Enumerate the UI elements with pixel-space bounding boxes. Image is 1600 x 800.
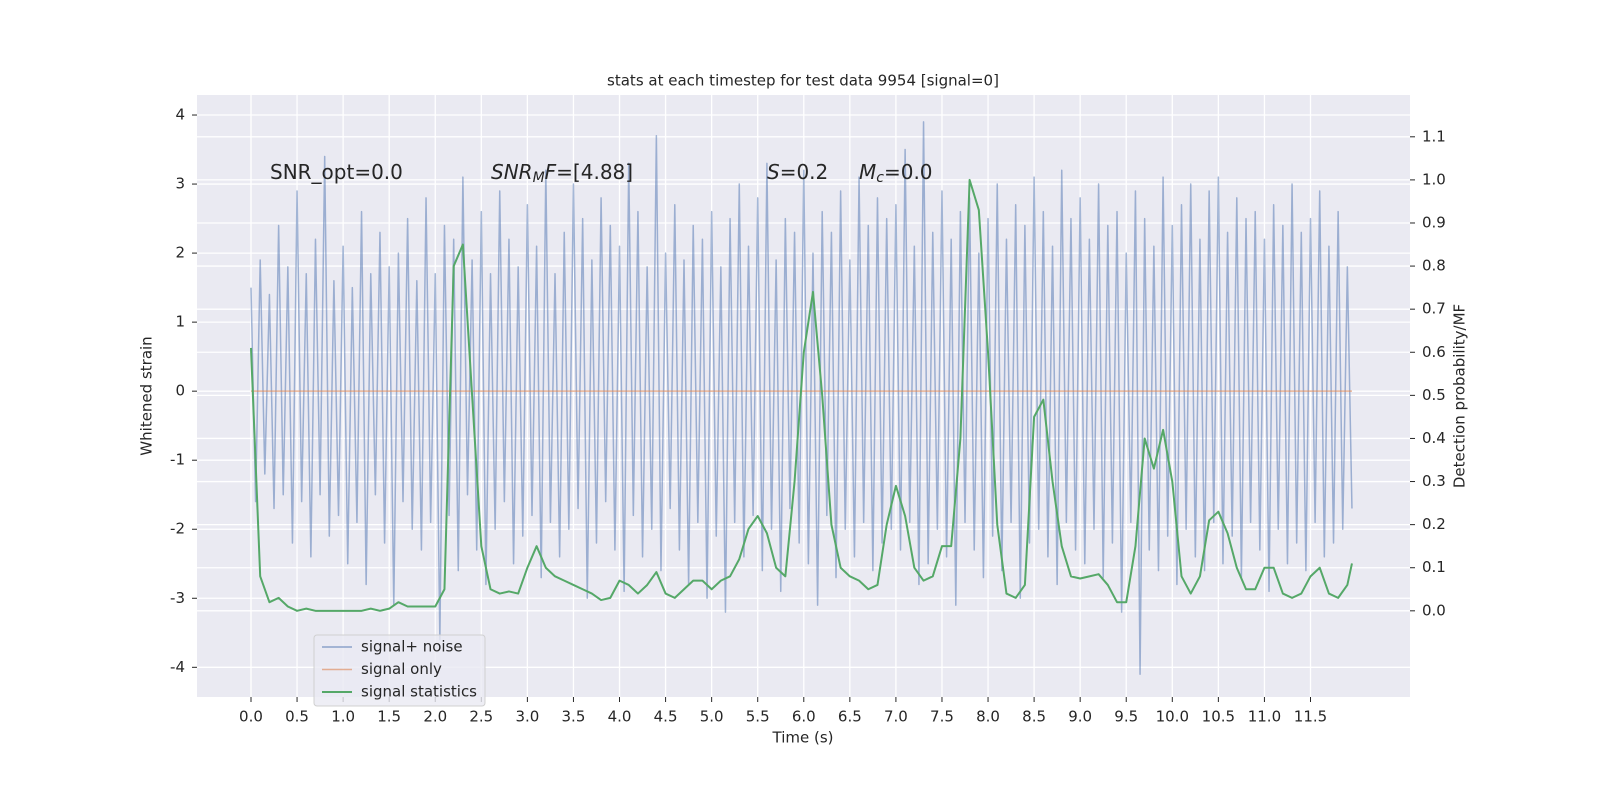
x-tick-label: 7.5 bbox=[930, 708, 954, 726]
x-tick-label: 11.0 bbox=[1248, 708, 1281, 726]
x-tick-label: 0.0 bbox=[239, 708, 263, 726]
annotation: SNR_opt=0.0 bbox=[270, 160, 403, 184]
annotation-part: c bbox=[876, 170, 884, 186]
x-tick-label: 10.5 bbox=[1202, 708, 1235, 726]
annotation-part: M bbox=[859, 160, 876, 184]
y-tick-label: 4 bbox=[175, 106, 185, 124]
x-tick-label: 5.5 bbox=[746, 708, 770, 726]
x-tick-label: 5.0 bbox=[700, 708, 724, 726]
x-tick-label: 3.5 bbox=[562, 708, 586, 726]
x-tick-label: 8.0 bbox=[976, 708, 1000, 726]
x-tick-label: 4.0 bbox=[608, 708, 632, 726]
x-axis-label: Time (s) bbox=[772, 729, 834, 747]
x-tick-label: 9.5 bbox=[1114, 708, 1138, 726]
y2-tick-label: 0.8 bbox=[1422, 257, 1446, 275]
annotation-part: =[4.88] bbox=[556, 160, 633, 184]
y2-tick-label: 0.1 bbox=[1422, 558, 1446, 576]
annotation: S=0.2 bbox=[767, 160, 828, 184]
x-tick-label: 6.0 bbox=[792, 708, 816, 726]
annotation: SNRMF=[4.88] bbox=[491, 160, 633, 187]
x-tick-label: 11.5 bbox=[1294, 708, 1327, 726]
y-tick-label: 3 bbox=[175, 175, 185, 193]
y-tick-label: 2 bbox=[175, 244, 185, 262]
annotation: Mc=0.0 bbox=[859, 160, 933, 187]
x-tick-label: 8.5 bbox=[1022, 708, 1046, 726]
annotation-part: S bbox=[767, 160, 780, 184]
y2-tick-label: 0.3 bbox=[1422, 472, 1446, 490]
legend-box bbox=[313, 634, 486, 707]
x-tick-label: 6.5 bbox=[838, 708, 862, 726]
annotation-part: M bbox=[533, 170, 545, 186]
annotation-part: SNR bbox=[491, 160, 533, 184]
y-tick-label: 1 bbox=[175, 313, 185, 331]
y2-tick-label: 0.7 bbox=[1422, 300, 1446, 318]
y-axis-label: Whitened strain bbox=[138, 336, 156, 455]
annotation-part: =0.0 bbox=[884, 160, 933, 184]
y2-tick-label: 1.0 bbox=[1422, 170, 1446, 188]
x-tick-label: 1.0 bbox=[331, 708, 355, 726]
x-tick-label: 7.0 bbox=[884, 708, 908, 726]
chart-title: stats at each timestep for test data 995… bbox=[607, 72, 999, 90]
x-tick-label: 3.0 bbox=[515, 708, 539, 726]
annotation-part: F bbox=[545, 160, 557, 184]
y-tick-label: 0 bbox=[175, 382, 185, 400]
x-tick-label: 9.0 bbox=[1068, 708, 1092, 726]
legend-label: signal+ noise bbox=[361, 638, 463, 656]
x-tick-label: 0.5 bbox=[285, 708, 309, 726]
y2-tick-label: 0.6 bbox=[1422, 343, 1446, 361]
y2-axis-label: Detection probability/MF bbox=[1451, 304, 1469, 488]
y2-tick-label: 0.0 bbox=[1422, 601, 1446, 619]
y2-tick-label: 0.5 bbox=[1422, 386, 1446, 404]
y-tick-label: -1 bbox=[170, 451, 185, 469]
series-line bbox=[250, 121, 1353, 675]
x-tick-label: 2.5 bbox=[469, 708, 493, 726]
y2-tick-label: 0.2 bbox=[1422, 515, 1446, 533]
y2-tick-label: 0.4 bbox=[1422, 429, 1446, 447]
x-tick-label: 1.5 bbox=[377, 708, 401, 726]
legend-label: signal statistics bbox=[361, 683, 477, 701]
y-tick-label: -4 bbox=[170, 658, 185, 676]
x-tick-label: 4.5 bbox=[654, 708, 678, 726]
x-tick-label: 10.0 bbox=[1156, 708, 1189, 726]
y2-tick-label: 0.9 bbox=[1422, 213, 1446, 231]
annotation-part: SNR_opt=0.0 bbox=[270, 160, 403, 184]
x-tick-label: 2.0 bbox=[423, 708, 447, 726]
y2-tick-label: 1.1 bbox=[1422, 127, 1446, 145]
y-tick-label: -2 bbox=[170, 520, 185, 538]
series-line bbox=[249, 178, 1353, 612]
annotation-part: =0.2 bbox=[780, 160, 829, 184]
y-tick-label: -3 bbox=[170, 589, 185, 607]
legend-label: signal only bbox=[361, 660, 442, 678]
